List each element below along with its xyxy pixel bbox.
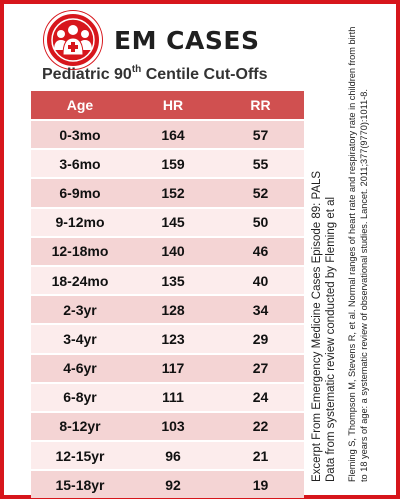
hr-cell: 123	[161, 330, 185, 347]
rr-cell: 27	[252, 360, 269, 377]
rr-cell: 22	[252, 418, 269, 435]
hr-cell: 135	[161, 272, 185, 289]
header-age: Age	[66, 97, 94, 113]
rr-cell: 57	[252, 126, 269, 143]
age-cell: 6-8yr	[63, 389, 97, 406]
header-rr: RR	[250, 97, 271, 113]
title-suffix: Centile Cut-Offs	[141, 66, 268, 83]
age-cell: 15-18yr	[55, 476, 105, 493]
citation-line-2: to 18 years of age: a systematic review …	[359, 89, 369, 482]
age-cell: 12-18mo	[51, 243, 109, 260]
age-cell: 2-3yr	[63, 301, 97, 318]
hr-cell: 152	[161, 184, 185, 201]
table-row: 12-18mo 140 46	[31, 235, 304, 265]
table-row: 2-3yr 128 34	[31, 294, 304, 324]
age-cell: 3-6mo	[59, 155, 101, 172]
table-row: 9-12mo 145 50	[31, 206, 304, 236]
age-cell: 18-24mo	[51, 272, 109, 289]
table-row: 8-12yr 103 22	[31, 410, 304, 441]
table-header-row: Age HR RR	[31, 91, 304, 119]
brand-name: EM CASES	[114, 25, 260, 55]
age-cell: 6-9mo	[59, 184, 101, 201]
title-prefix: Pediatric 90	[42, 66, 132, 83]
hr-cell: 164	[161, 126, 185, 143]
rr-cell: 52	[252, 184, 269, 201]
table-row: 6-8yr 111 24	[31, 381, 304, 411]
source-note: Excerpt From Emergency Medicine Cases Ep…	[310, 26, 370, 482]
hr-cell: 103	[161, 418, 185, 435]
table-row: 6-9mo 152 52	[31, 177, 304, 207]
age-cell: 12-15yr	[55, 447, 105, 464]
hr-cell: 111	[162, 389, 184, 406]
vitals-table: Age HR RR 0-3mo 164 57 3-6mo 159 55 6-9mo 152 52…	[31, 91, 304, 499]
citation-line-1: Fleming S, Thompson M, Stevens R, et al.…	[347, 26, 357, 482]
rr-cell: 34	[252, 301, 269, 318]
table-row: 4-6yr 117 27	[31, 352, 304, 382]
hr-cell: 140	[161, 243, 185, 260]
rr-cell: 50	[252, 214, 269, 231]
age-cell: 3-4yr	[63, 330, 97, 347]
rr-cell: 24	[252, 389, 269, 406]
age-cell: 8-12yr	[59, 418, 101, 435]
table-row: 0-3mo 164 57	[31, 119, 304, 149]
rr-cell: 29	[252, 330, 269, 347]
age-cell: 4-6yr	[63, 360, 97, 377]
source-excerpt: Excerpt From Emergency Medicine Cases Ep…	[311, 170, 323, 482]
table-row: 3-4yr 123 29	[31, 323, 304, 353]
rr-cell: 21	[252, 447, 269, 464]
hr-cell: 96	[165, 447, 181, 464]
medical-team-badge-icon	[44, 11, 102, 69]
hr-cell: 128	[161, 301, 185, 318]
hr-cell: 92	[165, 476, 181, 493]
table-row: 18-24mo 135 40	[31, 264, 304, 295]
hr-cell: 145	[161, 214, 185, 231]
rr-cell: 46	[252, 243, 269, 260]
table-row: 15-18yr 92 19	[31, 469, 304, 499]
header-hr: HR	[162, 97, 184, 113]
table-row: 3-6mo 159 55	[31, 148, 304, 178]
rr-cell: 55	[252, 155, 269, 172]
source-data: Data from systematic review conducted by…	[325, 196, 337, 482]
page-title: Pediatric 90th Centile Cut-Offs	[42, 64, 268, 84]
age-cell: 9-12mo	[55, 214, 105, 231]
table-row: 12-15yr 96 21	[31, 440, 304, 470]
age-cell: 0-3mo	[59, 126, 101, 143]
hr-cell: 117	[161, 360, 185, 377]
hr-cell: 159	[161, 155, 185, 172]
rr-cell: 40	[252, 272, 269, 289]
rr-cell: 19	[252, 476, 269, 493]
brand-header: EM CASES	[44, 8, 259, 72]
title-superscript: th	[131, 64, 142, 75]
